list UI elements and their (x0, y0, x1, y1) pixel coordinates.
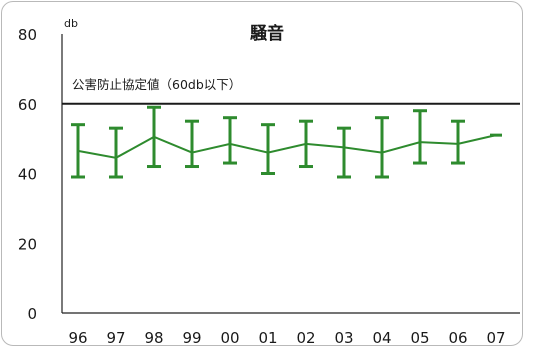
x-tick-label: 98 (144, 329, 163, 347)
y-tick-label: 80 (18, 26, 37, 44)
y-tick-label: 20 (18, 235, 37, 253)
y-tick-label: 40 (18, 166, 37, 184)
y-tick-label: 60 (18, 96, 37, 114)
axes (61, 34, 520, 314)
x-tick-label: 06 (448, 329, 467, 347)
chart-title: 騒音 (250, 23, 284, 44)
x-tick-label: 03 (334, 329, 353, 347)
x-tick-label: 05 (410, 329, 429, 347)
y-tick-labels: 0 20 40 60 80 (18, 26, 37, 323)
x-tick-label: 00 (220, 329, 239, 347)
series-line (77, 134, 497, 159)
x-tick-label: 97 (106, 329, 125, 347)
x-tick-label: 99 (182, 329, 201, 347)
x-tick-label: 01 (258, 329, 277, 347)
x-tick-labels: 96 97 98 99 00 01 02 03 04 05 06 07 (68, 329, 505, 347)
x-tick-label: 02 (296, 329, 315, 347)
y-tick-label: 0 (27, 305, 37, 323)
y-axis-unit: db (64, 17, 78, 30)
x-tick-label: 04 (372, 329, 391, 347)
x-tick-label: 07 (486, 329, 505, 347)
reference-line-label: 公害防止協定値（60db以下） (72, 77, 241, 92)
x-tick-label: 96 (68, 329, 87, 347)
